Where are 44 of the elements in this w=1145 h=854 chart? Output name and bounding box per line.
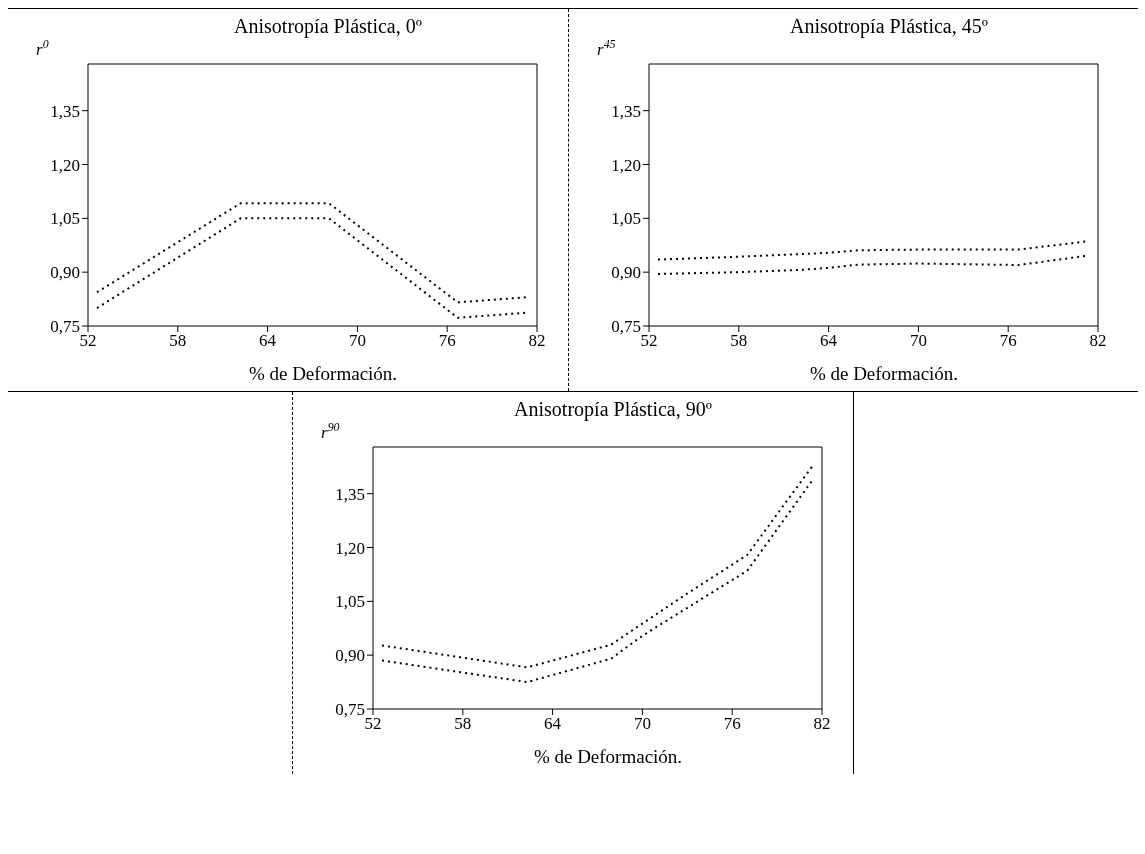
line-series	[95, 217, 528, 319]
x-tick-label: 64	[820, 331, 838, 351]
y-tick-label: 0,75	[335, 700, 365, 720]
x-tick-label: 58	[169, 331, 187, 351]
y-tick-label: 1,05	[335, 592, 365, 612]
x-tick-label: 70	[348, 331, 366, 351]
chart-title: Anisotropía Plástica, 0º	[233, 15, 423, 40]
x-tick-label: 64	[259, 331, 277, 351]
y-tick-label: 1,20	[50, 155, 80, 175]
y-tick-label: 1,35	[50, 101, 80, 121]
y-tick-label: 1,35	[335, 484, 365, 504]
x-tick-label: 76	[999, 331, 1017, 351]
chart-title: Anisotropía Plástica, 45º	[789, 15, 989, 40]
x-tick-label: 76	[438, 331, 456, 351]
x-axis-title: % de Deformación.	[247, 363, 399, 385]
y-axis-title: r$^{0}$	[36, 37, 49, 60]
y-tick-label: 0,75	[611, 317, 641, 337]
y-tick-label: 0,90	[50, 263, 80, 283]
y-axis-title: r$^{90}$	[321, 420, 340, 443]
x-tick-label: 64	[544, 714, 562, 734]
x-tick-label: 52	[79, 331, 97, 351]
x-tick-label: 70	[633, 714, 651, 734]
x-tick-label: 82	[1089, 331, 1107, 351]
y-tick-label: 0,90	[335, 646, 365, 666]
y-tick-label: 1,20	[335, 538, 365, 558]
y-tick-label: 0,90	[611, 263, 641, 283]
line-series	[95, 202, 528, 304]
y-tick-label: 1,20	[611, 155, 641, 175]
x-axis-title: % de Deformación.	[532, 746, 684, 768]
x-tick-label: 52	[640, 331, 658, 351]
x-tick-label: 82	[528, 331, 546, 351]
y-tick-label: 0,75	[50, 317, 80, 337]
y-tick-label: 1,05	[611, 209, 641, 229]
y-tick-label: 1,05	[50, 209, 80, 229]
x-tick-label: 82	[813, 714, 831, 734]
x-tick-label: 70	[909, 331, 927, 351]
y-tick-label: 1,35	[611, 101, 641, 121]
x-axis-title: % de Deformación.	[808, 363, 960, 385]
y-axis-title: r$^{45}$	[597, 37, 616, 60]
x-tick-label: 58	[730, 331, 748, 351]
chart-title: Anisotropía Plástica, 90º	[513, 398, 713, 423]
x-tick-label: 76	[723, 714, 741, 734]
x-tick-label: 52	[364, 714, 382, 734]
x-tick-label: 58	[454, 714, 472, 734]
